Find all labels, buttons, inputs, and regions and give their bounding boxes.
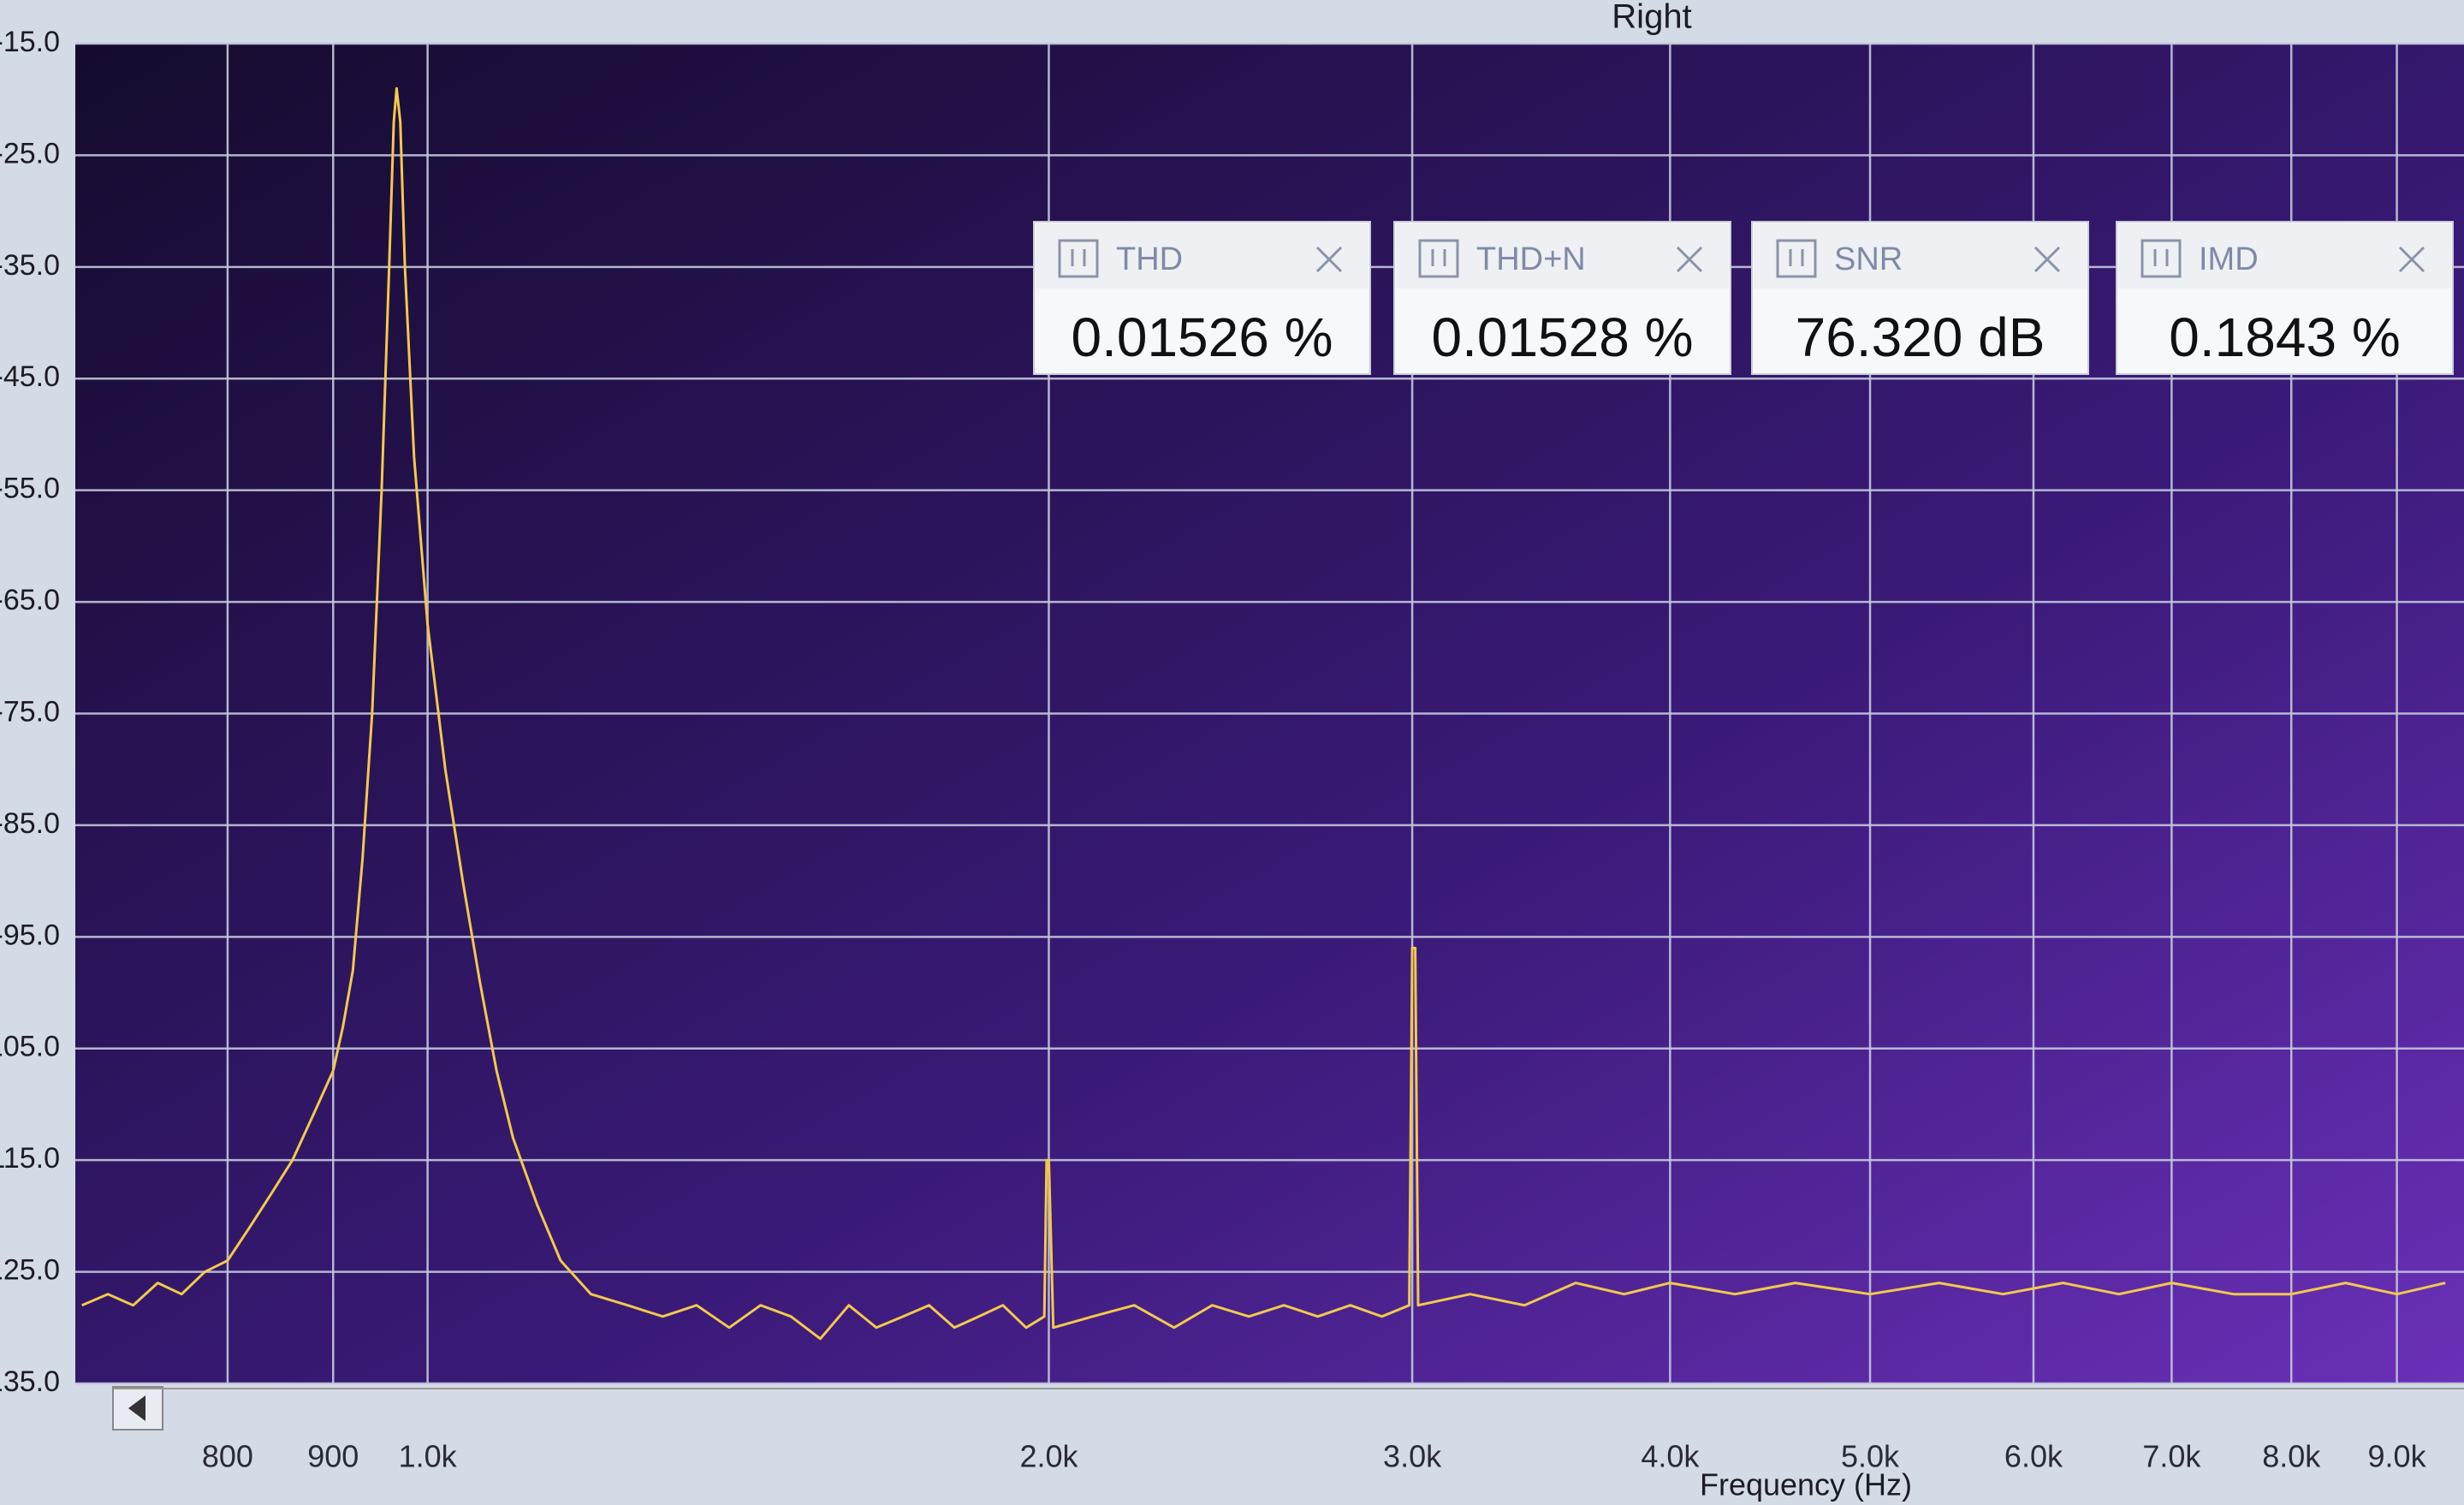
- panel-close[interactable]: [2034, 246, 2061, 273]
- y-tick-label: -45.0: [0, 360, 60, 393]
- x-tick-label: 3.0k: [1383, 1439, 1442, 1474]
- y-tick-label: -15.0: [0, 26, 60, 58]
- y-tick-label: -35.0: [0, 249, 60, 282]
- panel-value: 76.320 dB: [1796, 306, 2045, 368]
- panel-icon: [1776, 239, 1817, 278]
- x-axis-label: Frequency (Hz): [1700, 1467, 1912, 1502]
- y-tick-label: -95.0: [0, 919, 60, 951]
- panel-icon: [2140, 239, 2182, 278]
- measurement-panel: THD 0.01526 %: [1033, 221, 1371, 375]
- x-tick-label: 7.0k: [2142, 1439, 2201, 1474]
- panel-label: SNR: [1834, 241, 1903, 277]
- x-tick-label: 5.0k: [1841, 1439, 1900, 1474]
- x-tick-label: 1.0k: [399, 1439, 458, 1474]
- panel-icon-bars: [1431, 249, 1446, 266]
- spectrum-line: [81, 86, 2446, 1341]
- x-tick-label: 2.0k: [1019, 1439, 1078, 1474]
- panel-icon-bars: [1071, 249, 1086, 266]
- y-tick-label: -125.0: [0, 1254, 60, 1287]
- x-tick-label: 4.0k: [1641, 1439, 1700, 1474]
- y-tick-label: -25.0: [0, 137, 60, 170]
- x-tick-label: 900: [307, 1439, 359, 1474]
- panel-value: 0.01526 %: [1071, 306, 1333, 368]
- panel-label: IMD: [2199, 241, 2259, 277]
- y-tick-label: -85.0: [0, 807, 60, 840]
- panel-icon-bars: [1789, 249, 1804, 266]
- panel-label: THD: [1116, 241, 1183, 277]
- x-tick-label: 8.0k: [2262, 1439, 2321, 1474]
- panel-close[interactable]: [1315, 246, 1343, 273]
- panel-icon-bars: [2153, 249, 2169, 266]
- x-tick-label: 800: [202, 1439, 253, 1474]
- y-tick-label: -105.0: [0, 1031, 60, 1063]
- y-tick-label: -55.0: [0, 473, 60, 505]
- measurement-panel: IMD 0.1843 %: [2116, 221, 2454, 375]
- panel-icon: [1418, 239, 1459, 278]
- panel-close[interactable]: [2398, 246, 2425, 273]
- measurement-panels: THD 0.01526 % THD+N 0.01528 % SNR 76.320 dB IM…: [1033, 221, 2454, 375]
- measurement-panel: SNR 76.320 dB: [1751, 221, 2089, 375]
- y-tick-label: -115.0: [0, 1142, 60, 1175]
- chart-title: Right: [1612, 0, 1691, 36]
- y-tick-label: -135.0: [0, 1365, 60, 1398]
- panel-label: THD+N: [1476, 241, 1586, 277]
- y-tick-label: -75.0: [0, 695, 60, 728]
- panel-icon: [1058, 239, 1099, 278]
- y-tick-label: -65.0: [0, 584, 60, 616]
- measurement-panel: THD+N 0.01528 %: [1393, 221, 1731, 375]
- x-tick-label: 6.0k: [2004, 1439, 2063, 1474]
- panel-close[interactable]: [1676, 246, 1703, 273]
- panel-value: 0.1843 %: [2169, 306, 2400, 368]
- scroll-arrow: [128, 1395, 145, 1421]
- x-tick-label: 9.0k: [2368, 1439, 2427, 1474]
- trace-layer: [81, 86, 2446, 1341]
- panel-value: 0.01528 %: [1431, 306, 1693, 368]
